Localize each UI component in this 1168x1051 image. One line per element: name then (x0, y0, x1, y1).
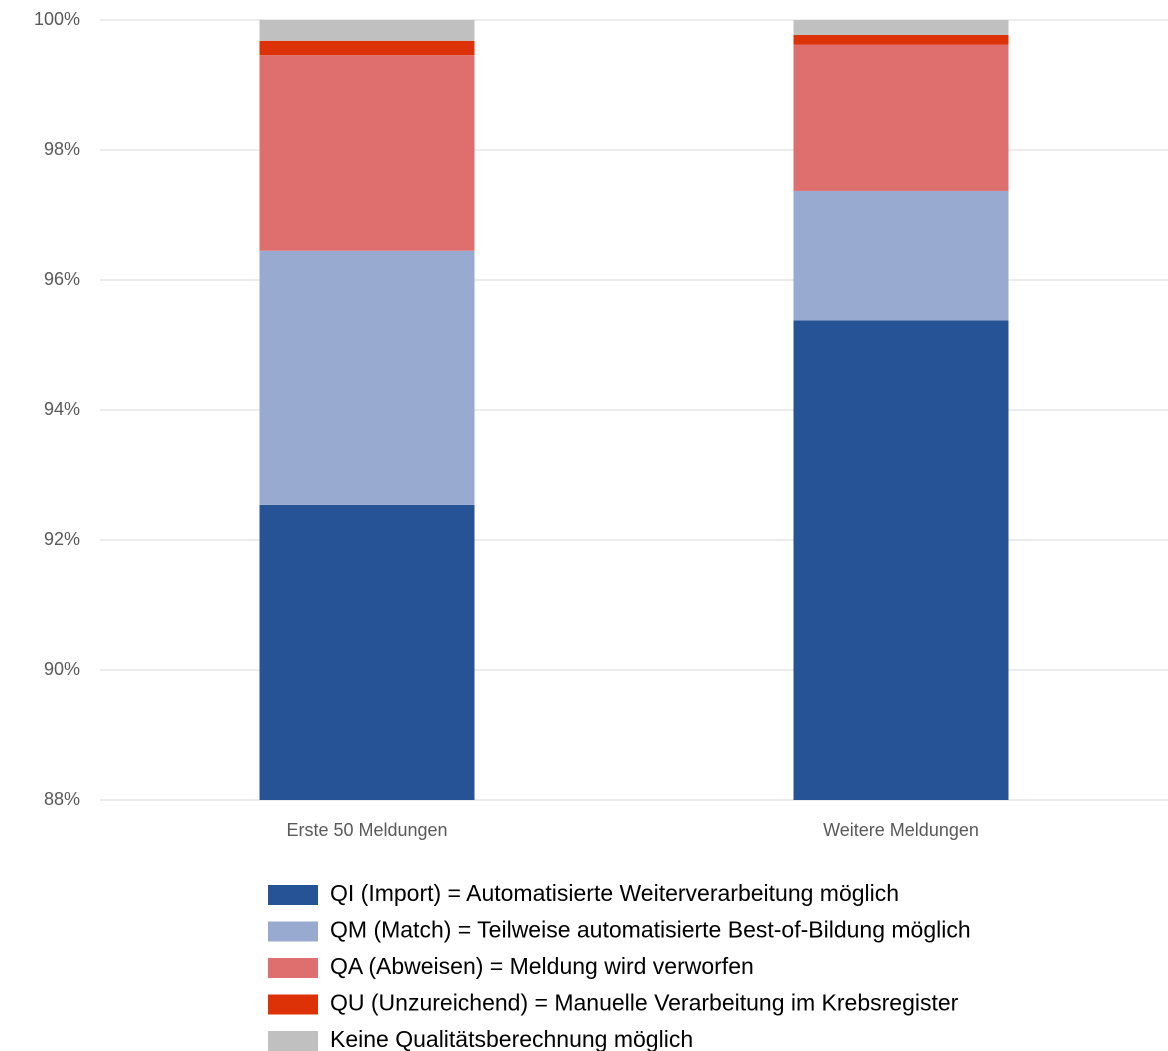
bar-segment (259, 504, 475, 800)
bar-segment (793, 34, 1009, 45)
bar-segment (259, 55, 475, 251)
legend-swatch (268, 958, 318, 978)
legend-label: QA (Abweisen) = Meldung wird verworfen (330, 953, 754, 979)
y-tick-label: 98% (44, 139, 80, 159)
x-tick-label: Erste 50 Meldungen (286, 820, 447, 840)
legend-label: QM (Match) = Teilweise automatisierte Be… (330, 917, 971, 943)
y-tick-label: 90% (44, 659, 80, 679)
bar-segment (793, 320, 1009, 800)
x-tick-label: Weitere Meldungen (823, 820, 979, 840)
legend-swatch (268, 921, 318, 942)
y-tick-label: 100% (34, 9, 80, 29)
y-tick-label: 92% (44, 529, 80, 549)
legend-label: QI (Import) = Automatisierte Weiterverar… (330, 880, 899, 906)
legend-swatch (268, 885, 318, 905)
bar-segment (259, 250, 475, 505)
bar-segment (259, 20, 475, 41)
legend-swatch (268, 1031, 318, 1051)
bar-segment (259, 40, 475, 56)
y-tick-label: 94% (44, 399, 80, 419)
bar-segment (793, 44, 1009, 191)
legend-label: Keine Qualitätsberechnung möglich (330, 1026, 693, 1051)
y-tick-label: 88% (44, 789, 80, 809)
legend-swatch (268, 994, 318, 1015)
legend-label: QU (Unzureichend) = Manuelle Verarbeitun… (330, 990, 959, 1016)
y-tick-label: 96% (44, 269, 80, 289)
bar-segment (793, 190, 1009, 321)
bar-segment (793, 20, 1009, 35)
